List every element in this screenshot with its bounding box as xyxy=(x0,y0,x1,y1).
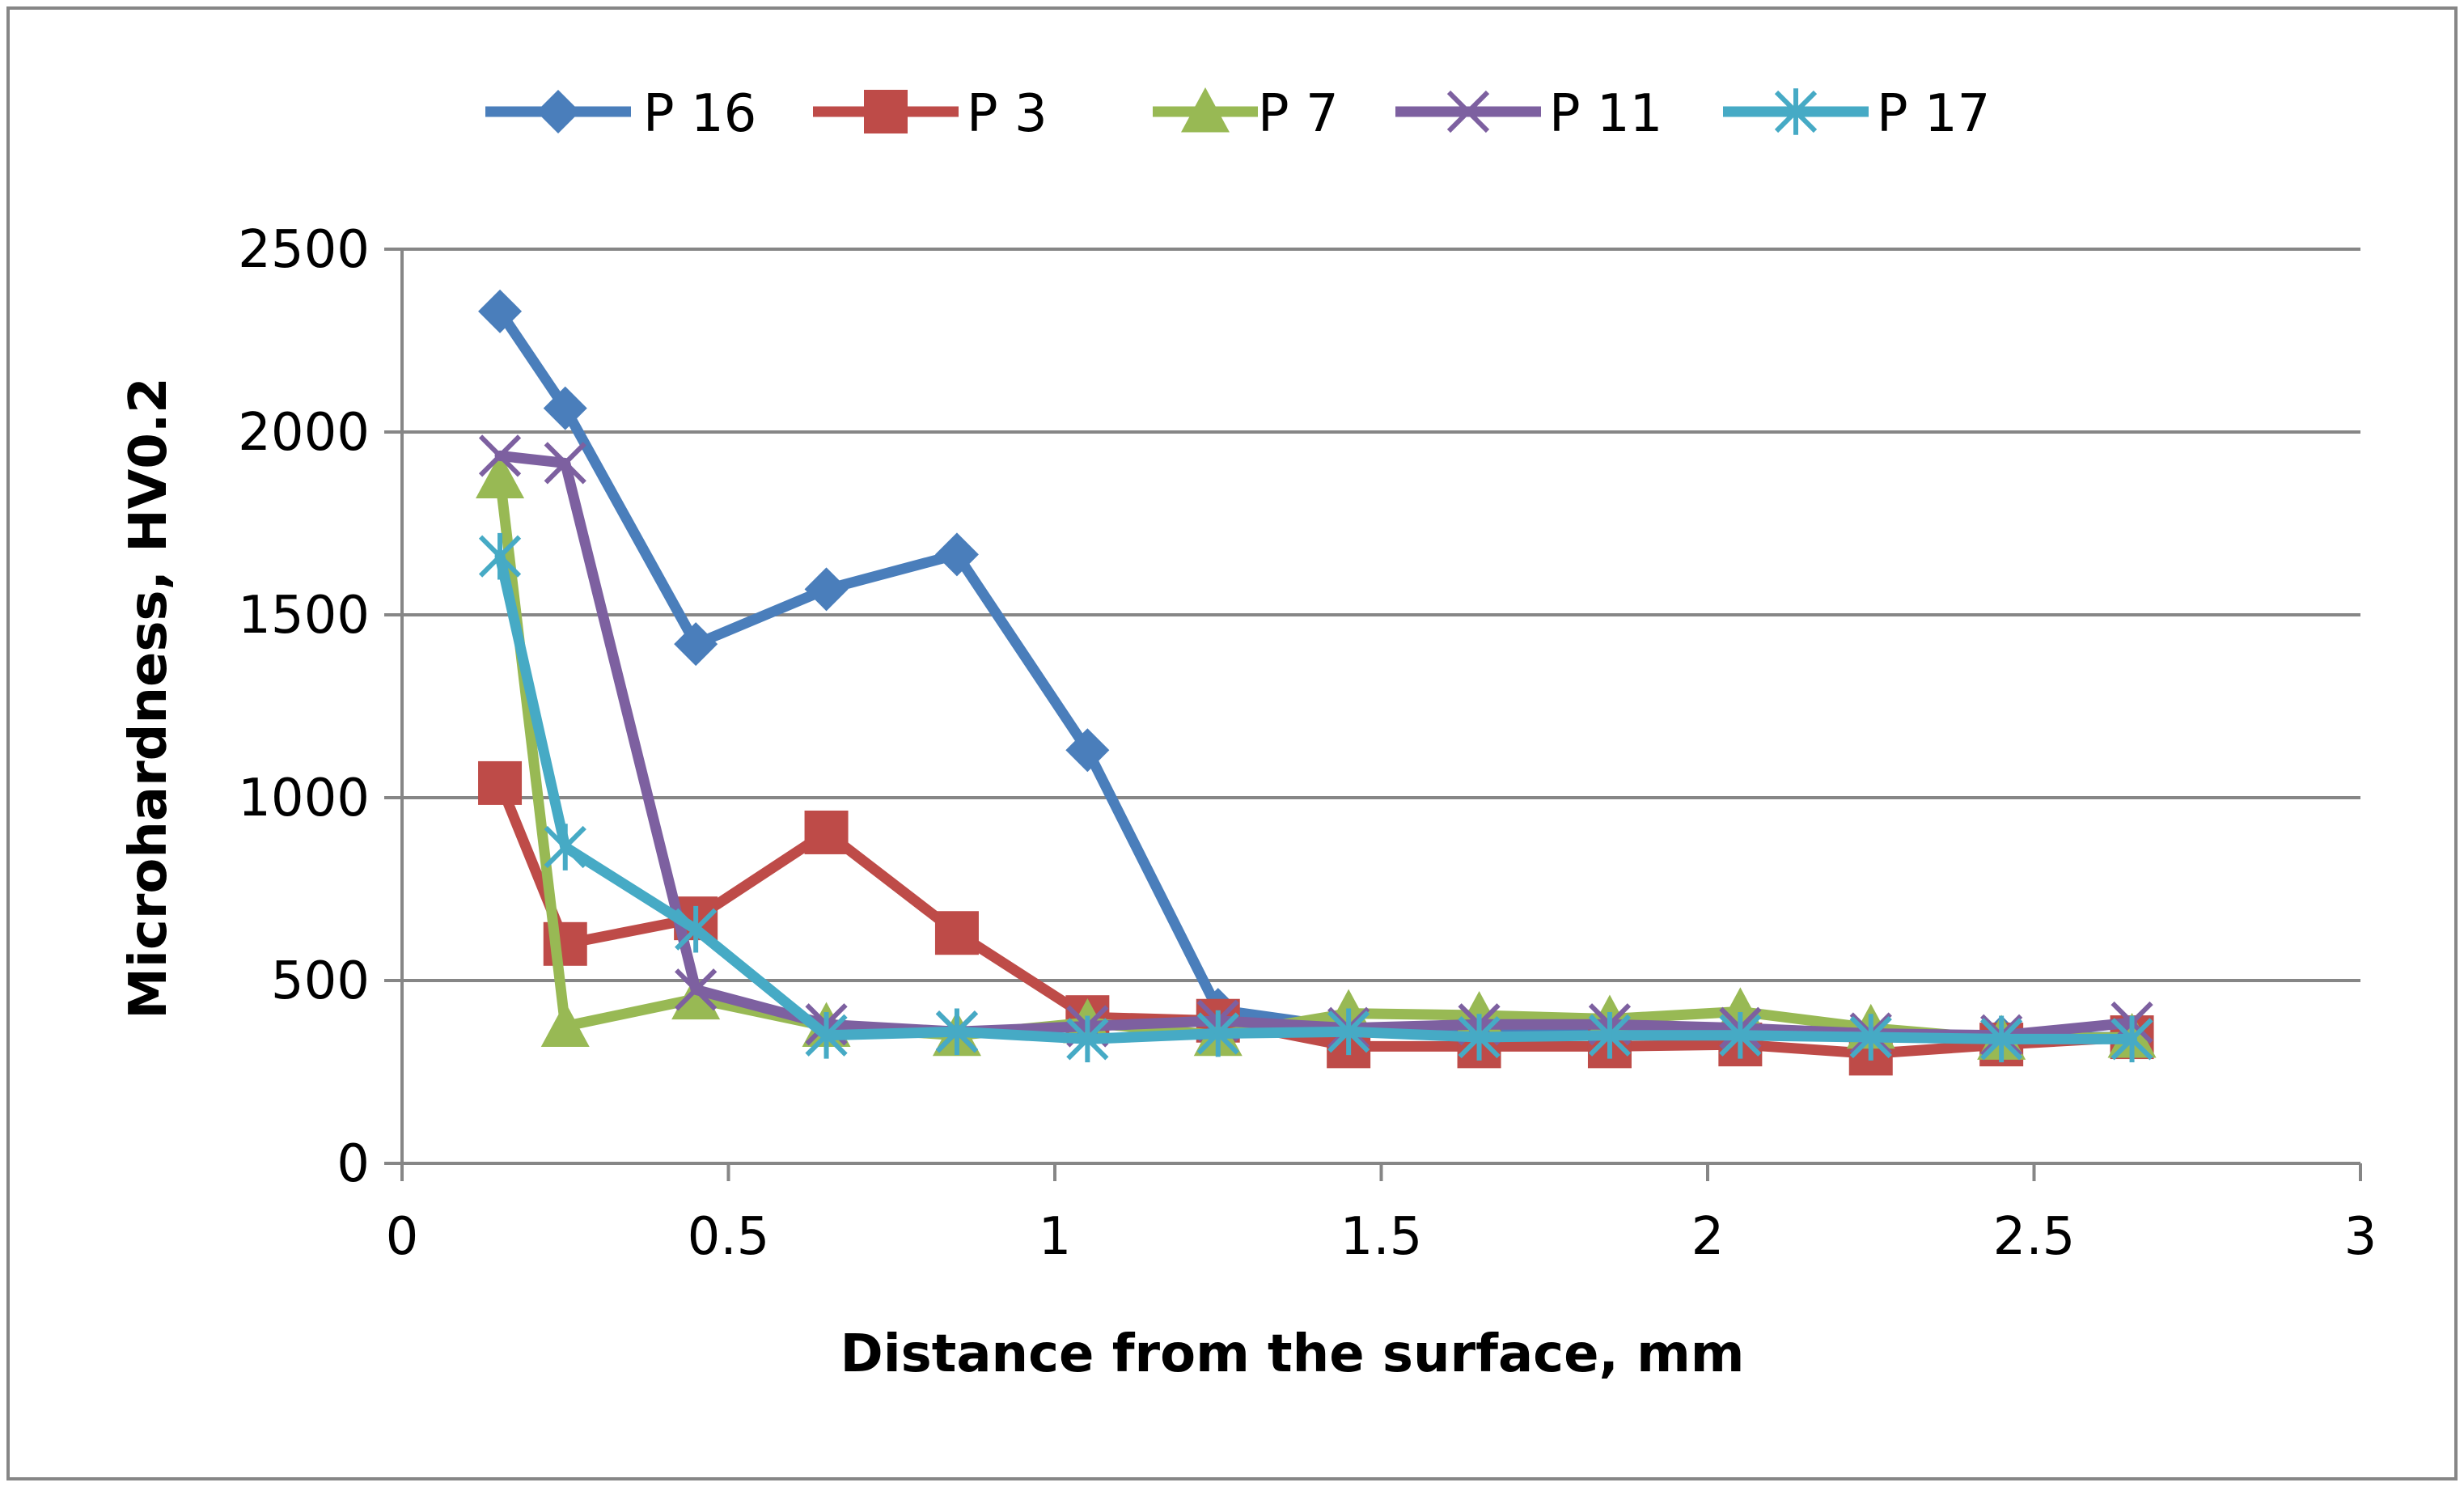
data-point-p3 xyxy=(934,911,979,955)
data-point-p17 xyxy=(935,1008,979,1056)
data-point-p7 xyxy=(540,1002,590,1047)
data-point-p11 xyxy=(478,434,522,477)
data-point-p17 xyxy=(1980,1015,2023,1063)
data-point-p17 xyxy=(2110,1015,2153,1063)
data-point-p16 xyxy=(1065,728,1110,773)
data-point-p16 xyxy=(804,567,849,612)
legend-swatch-marker xyxy=(1181,87,1230,133)
data-point-p17 xyxy=(1849,1014,1892,1061)
chart-border xyxy=(6,6,2458,1480)
series-p17 xyxy=(478,532,2153,1063)
data-point-p11 xyxy=(675,968,718,1011)
legend-label: P 11 xyxy=(1549,84,1662,144)
y-tick-label: 500 xyxy=(271,951,370,1011)
legend-swatch-marker xyxy=(1774,88,1818,135)
y-tick-label: 0 xyxy=(337,1134,370,1194)
x-tick-label: 2 xyxy=(1691,1207,1725,1267)
data-point-p11-stroke xyxy=(544,442,586,485)
data-point-p16 xyxy=(478,289,523,333)
data-point-p3 xyxy=(478,760,523,805)
legend-swatch-marker xyxy=(536,90,580,133)
legend-swatch-marker-stroke xyxy=(1446,90,1490,133)
data-point-p17 xyxy=(1066,1015,1109,1063)
x-axis-title: Distance from the surface, mm xyxy=(840,1324,1745,1384)
legend-item-p11: P 11 xyxy=(1395,84,1662,144)
legend-swatch-marker xyxy=(1446,90,1490,133)
series-lines xyxy=(476,289,2157,1076)
data-point-p17 xyxy=(675,905,718,953)
x-tick-label: 1 xyxy=(1039,1207,1072,1267)
legend-label: P 7 xyxy=(1258,84,1339,144)
axes: 0 500 1000 1500 2000 2500 0 0.5 1 1.5 2 2.5 3 xyxy=(238,220,2377,1267)
data-point-p17 xyxy=(1327,1008,1370,1056)
data-point-p16 xyxy=(934,532,979,577)
y-tick-label: 2500 xyxy=(238,220,370,280)
data-point-p16 xyxy=(543,386,587,430)
x-tick-label: 0 xyxy=(386,1207,419,1267)
x-tick-label: 2.5 xyxy=(1993,1207,2076,1267)
data-point-p7 xyxy=(476,453,525,498)
legend: P 16 P 3 P 7 P 11 P 17 xyxy=(485,84,1990,144)
legend-item-p16: P 16 xyxy=(485,84,756,144)
legend-item-p7: P 7 xyxy=(1153,84,1339,144)
data-point-p7 xyxy=(671,974,721,1020)
data-point-p17 xyxy=(805,1012,848,1059)
legend-item-p3: P 3 xyxy=(813,84,1048,144)
data-point-p17 xyxy=(1196,1010,1239,1057)
data-point-p3 xyxy=(804,810,849,854)
data-point-p16 xyxy=(674,622,718,667)
y-tick-label: 2000 xyxy=(238,403,370,463)
data-point-p11 xyxy=(544,442,586,485)
series-line-p17 xyxy=(494,551,2138,1044)
x-tick-label: 0.5 xyxy=(688,1207,770,1267)
y-tick-label: 1500 xyxy=(238,586,370,646)
data-point-p17 xyxy=(1588,1012,1632,1059)
legend-swatch-marker xyxy=(864,90,908,133)
y-axis-title: Microhardness, HV0.2 xyxy=(119,377,179,1019)
gridlines xyxy=(402,248,2360,982)
legend-item-p17: P 17 xyxy=(1723,84,1990,144)
legend-label: P 3 xyxy=(967,84,1048,144)
data-point-p17 xyxy=(1458,1014,1501,1061)
data-point-p17 xyxy=(478,532,522,580)
data-point-p11-stroke xyxy=(478,434,522,477)
y-tick-label: 1000 xyxy=(238,769,370,828)
legend-label: P 16 xyxy=(643,84,756,144)
x-tick-label: 1.5 xyxy=(1340,1207,1423,1267)
data-point-p17 xyxy=(1719,1012,1762,1059)
legend-label: P 17 xyxy=(1877,84,1990,144)
data-point-p17 xyxy=(544,824,586,870)
data-point-p11-stroke xyxy=(675,968,718,1011)
x-tick-label: 3 xyxy=(2344,1207,2377,1267)
